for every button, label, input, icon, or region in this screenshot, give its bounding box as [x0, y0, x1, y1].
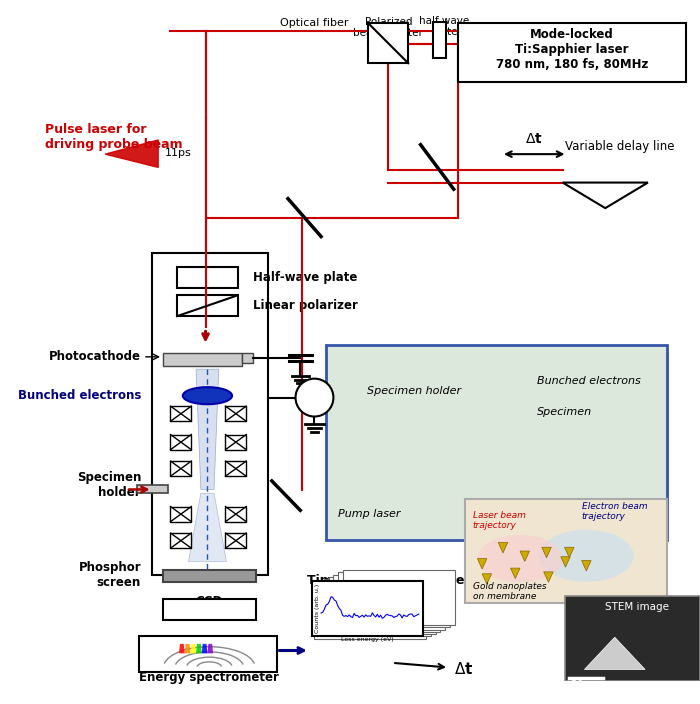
Bar — [225, 434, 246, 450]
Text: Photocathode: Photocathode — [49, 351, 141, 363]
Ellipse shape — [183, 387, 232, 404]
Polygon shape — [542, 547, 552, 558]
Bar — [163, 353, 242, 366]
Bar — [465, 499, 667, 603]
Bar — [312, 582, 424, 636]
Polygon shape — [544, 572, 553, 582]
Polygon shape — [202, 644, 207, 653]
Bar — [137, 485, 167, 494]
Text: Loss energy (eV): Loss energy (eV) — [341, 636, 394, 641]
Polygon shape — [498, 543, 508, 553]
Bar — [171, 533, 191, 548]
Text: 11ps: 11ps — [164, 149, 192, 158]
Polygon shape — [207, 644, 213, 653]
Bar — [319, 582, 431, 636]
Bar — [171, 434, 191, 450]
Polygon shape — [105, 140, 158, 168]
Bar — [314, 584, 426, 639]
Text: Half-wave plate: Half-wave plate — [253, 271, 357, 284]
Text: half-wave
plate: half-wave plate — [419, 16, 470, 37]
Ellipse shape — [477, 535, 563, 582]
Bar — [324, 579, 435, 634]
Polygon shape — [510, 568, 520, 579]
Bar — [153, 253, 268, 574]
Text: Pump laser: Pump laser — [338, 509, 400, 519]
Polygon shape — [582, 560, 591, 571]
Text: Electron beam
trajectory: Electron beam trajectory — [582, 501, 648, 521]
Bar — [177, 267, 238, 288]
Text: $\Delta$t: $\Delta$t — [526, 132, 543, 146]
Text: Energy spectrometer: Energy spectrometer — [139, 670, 279, 684]
Polygon shape — [563, 182, 648, 208]
Text: $\Delta$t: $\Delta$t — [454, 662, 473, 677]
Text: Polarized
beam splitter: Polarized beam splitter — [354, 17, 424, 39]
Text: CCD
camera: CCD camera — [185, 595, 234, 623]
Text: Linear polarizer: Linear polarizer — [253, 299, 358, 312]
Bar — [458, 23, 686, 82]
Polygon shape — [196, 369, 219, 489]
Text: Time series of EEL spectrum: Time series of EEL spectrum — [307, 574, 505, 587]
Polygon shape — [196, 644, 202, 653]
Text: Specimen
holder: Specimen holder — [77, 471, 141, 498]
Bar — [338, 572, 450, 627]
Text: Laser beam
trajectory: Laser beam trajectory — [473, 511, 526, 530]
Bar — [564, 596, 700, 681]
Text: Bunched electrons: Bunched electrons — [537, 377, 640, 386]
Polygon shape — [185, 644, 190, 653]
Text: Specimen holder: Specimen holder — [367, 386, 461, 396]
Ellipse shape — [539, 529, 634, 582]
Text: Optical fiber: Optical fiber — [280, 18, 349, 28]
Bar — [329, 577, 440, 631]
Text: Counts (arb. u.): Counts (arb. u.) — [316, 584, 321, 634]
Text: Variable delay line: Variable delay line — [565, 140, 674, 153]
Bar — [177, 295, 238, 316]
Bar — [163, 570, 256, 582]
Polygon shape — [561, 557, 570, 567]
Text: A: A — [309, 391, 320, 405]
Bar — [225, 533, 246, 548]
Bar — [171, 461, 191, 476]
Polygon shape — [564, 547, 574, 558]
Text: Bunched electrons: Bunched electrons — [18, 389, 141, 402]
Text: Specimen: Specimen — [537, 407, 592, 417]
Bar — [225, 506, 246, 522]
Polygon shape — [477, 558, 487, 569]
Bar — [343, 570, 455, 625]
Bar — [333, 574, 445, 629]
Polygon shape — [482, 574, 491, 584]
Bar — [171, 506, 191, 522]
Text: Phosphor
screen: Phosphor screen — [78, 560, 141, 589]
Bar — [368, 23, 408, 63]
Bar — [433, 23, 446, 58]
Bar — [163, 599, 256, 620]
Polygon shape — [188, 494, 226, 562]
Text: Mode-locked
Ti:Sapphier laser
780 nm, 180 fs, 80MHz: Mode-locked Ti:Sapphier laser 780 nm, 18… — [496, 28, 648, 71]
Bar — [242, 353, 253, 363]
Polygon shape — [584, 637, 645, 670]
Bar — [225, 461, 246, 476]
Polygon shape — [179, 644, 185, 653]
Text: 50 nm: 50 nm — [570, 680, 602, 690]
Polygon shape — [190, 644, 196, 653]
Bar — [225, 406, 246, 421]
Bar — [326, 346, 667, 540]
Bar — [171, 406, 191, 421]
Text: Pulse laser for
driving probe beam: Pulse laser for driving probe beam — [45, 123, 182, 151]
Text: Gold nanoplates
on membrane: Gold nanoplates on membrane — [473, 582, 546, 601]
Bar — [139, 636, 276, 672]
Circle shape — [295, 379, 333, 417]
Text: STEM image: STEM image — [606, 602, 669, 612]
Polygon shape — [520, 551, 529, 562]
